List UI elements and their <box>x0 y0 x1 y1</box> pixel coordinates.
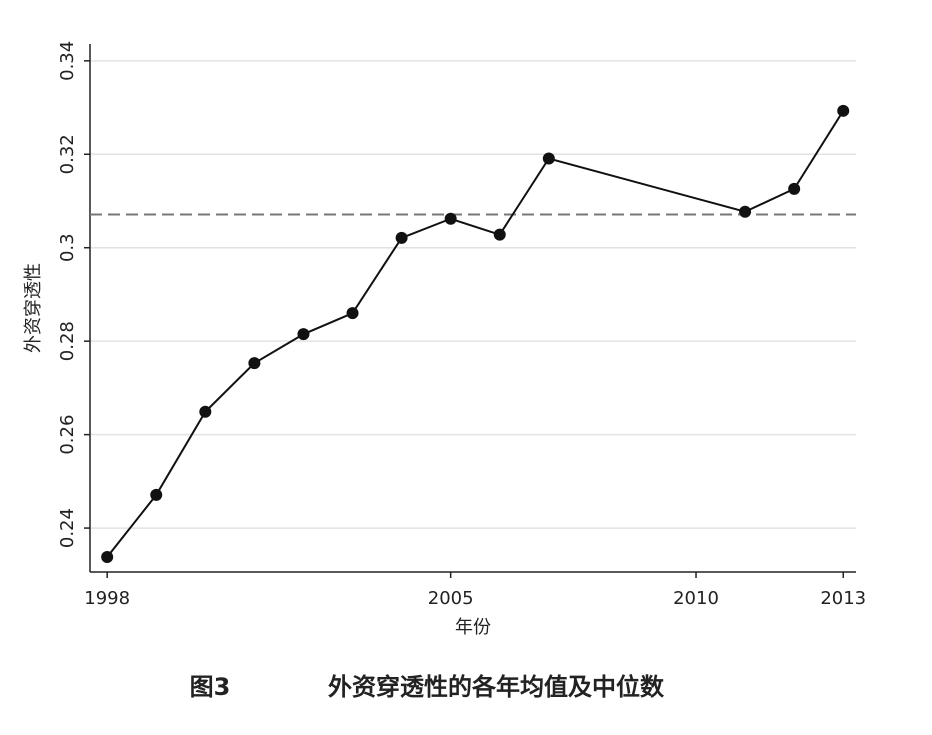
chart-title: 外资穿透性的各年均值及中位数 <box>328 673 665 701</box>
data-point <box>101 551 114 564</box>
data-point <box>297 328 310 341</box>
data-point <box>739 205 752 218</box>
data-point <box>837 104 850 117</box>
data-point <box>150 488 163 501</box>
y-tick-label: 0.3 <box>57 233 78 262</box>
x-tick-label: 2005 <box>428 588 474 609</box>
figure-number: 图3 <box>190 673 231 701</box>
y-tick-label: 0.28 <box>57 321 78 361</box>
data-point <box>788 182 801 195</box>
x-tick-label: 2010 <box>673 588 719 609</box>
x-axis-label: 年份 <box>455 617 491 638</box>
data-point <box>493 228 506 241</box>
data-line <box>106 110 845 558</box>
x-tick-label: 2013 <box>820 588 866 609</box>
y-axis-label: 外资穿透性 <box>23 263 44 353</box>
data-point <box>248 357 261 370</box>
y-tick-label: 0.24 <box>57 508 78 548</box>
data-point <box>542 152 555 165</box>
y-tick-label: 0.34 <box>57 41 78 81</box>
data-point <box>346 307 359 320</box>
y-tick-label: 0.26 <box>57 415 78 455</box>
x-tick-label: 1998 <box>84 588 130 609</box>
data-point <box>444 212 457 225</box>
data-point <box>199 405 212 418</box>
data-point <box>395 231 408 244</box>
y-tick-label: 0.32 <box>57 134 78 174</box>
